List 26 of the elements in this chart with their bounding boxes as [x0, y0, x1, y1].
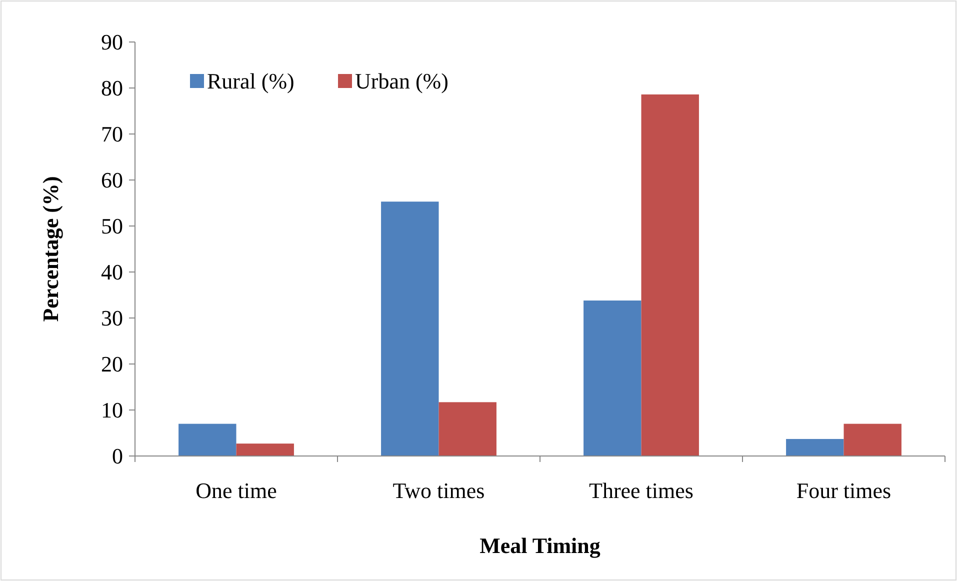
legend-label: Rural (%) [207, 68, 294, 94]
bar [178, 424, 236, 456]
bar [641, 94, 699, 456]
y-tick-label: 50 [101, 214, 123, 239]
y-tick-label: 10 [101, 398, 123, 423]
x-axis-title: Meal Timing [480, 533, 600, 558]
legend-label: Urban (%) [355, 68, 448, 94]
bar [236, 444, 294, 456]
y-tick-label: 90 [101, 30, 123, 55]
y-tick-label: 60 [101, 168, 123, 193]
bar [381, 202, 439, 456]
x-tick-label: One time [196, 478, 277, 503]
x-tick-label: Three times [589, 478, 694, 503]
y-tick-label: 40 [101, 260, 123, 285]
x-tick-label: Two times [392, 478, 485, 503]
y-tick-label: 20 [101, 352, 123, 377]
bar [438, 402, 496, 456]
y-tick-label: 0 [112, 444, 123, 469]
bar [844, 424, 902, 456]
y-tick-label: 30 [101, 306, 123, 331]
bar [584, 300, 642, 456]
bar [786, 438, 844, 456]
x-tick-label: Four times [796, 478, 892, 503]
y-tick-label: 70 [101, 122, 123, 147]
y-axis-title: Percentage (%) [38, 176, 63, 322]
y-tick-label: 80 [101, 76, 123, 101]
